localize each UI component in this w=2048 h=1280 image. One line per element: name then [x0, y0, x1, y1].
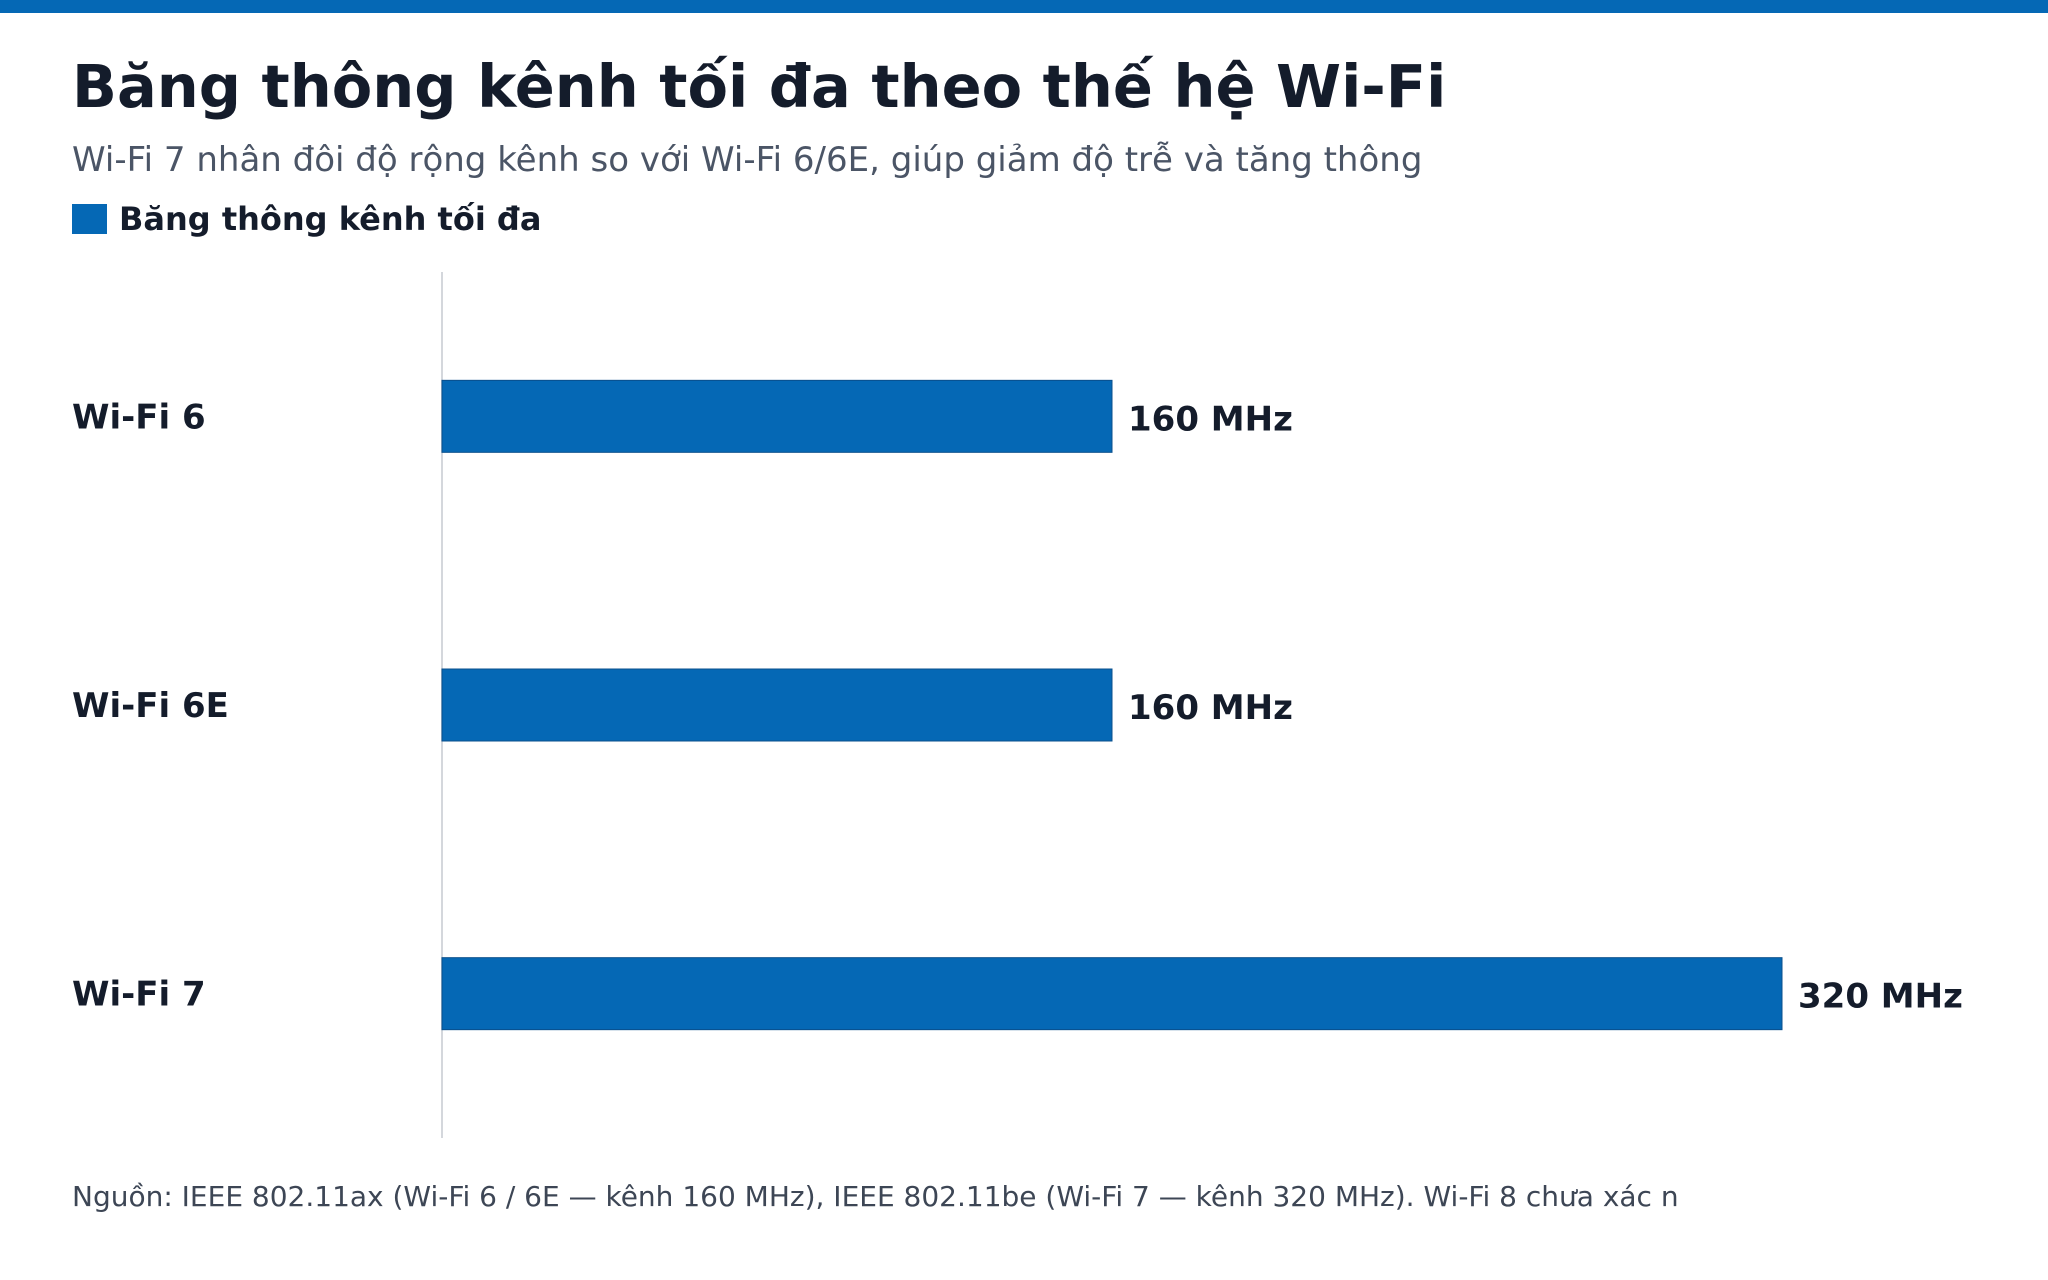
legend: Băng thông kênh tối đa — [72, 198, 541, 240]
category-label: Wi-Fi 7 — [72, 975, 206, 1015]
data-label: 320 MHz — [1798, 977, 1963, 1017]
category-label: Wi-Fi 6E — [72, 686, 229, 726]
legend-label: Băng thông kênh tối đa — [119, 200, 542, 238]
data-label: 160 MHz — [1128, 399, 1293, 439]
chart-subtitle: Wi-Fi 7 nhân đôi độ rộng kênh so với Wi-… — [72, 140, 1423, 180]
bar-chart: Wi-Fi 6 160 MHz Wi-Fi 6E 160 MHz Wi-Fi 7 320 … — [72, 272, 1963, 1138]
bar — [441, 668, 1113, 742]
bar — [441, 379, 1113, 453]
category-label: Wi-Fi 6 — [72, 397, 206, 437]
bar — [441, 957, 1783, 1031]
source-note: Nguồn: IEEE 802.11ax (Wi-Fi 6 / 6E — kên… — [72, 1180, 1679, 1213]
top-accent-bar — [0, 0, 2048, 13]
legend-swatch — [72, 204, 107, 234]
data-label: 160 MHz — [1128, 688, 1293, 728]
chart-title: Băng thông kênh tối đa theo thế hệ Wi-Fi — [72, 52, 1447, 121]
